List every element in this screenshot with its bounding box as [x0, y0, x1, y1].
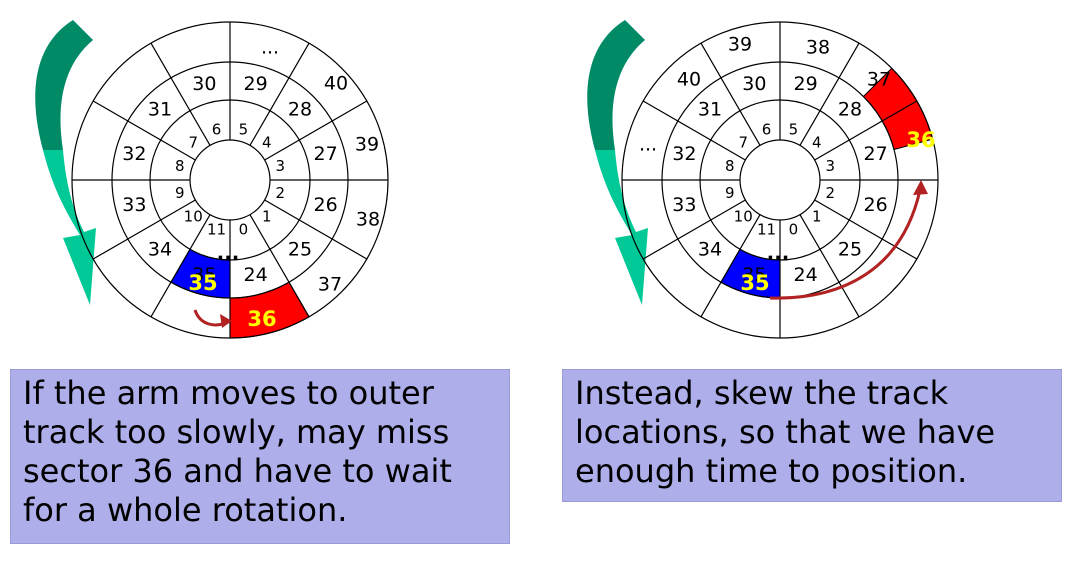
outer-sector-label: 37: [318, 274, 342, 296]
inner-sector-label: 8: [725, 157, 735, 175]
middle-sector-label: 26: [314, 194, 338, 216]
middle-sector-label: 31: [148, 98, 172, 120]
middle-sector-label: 27: [864, 143, 888, 165]
transfer-arrowhead: [220, 314, 232, 328]
inner-sector-label: 5: [239, 120, 249, 138]
inner-sector-label: 4: [812, 134, 822, 152]
sector-36-label: 36: [247, 307, 276, 331]
sector-spoke: [150, 42, 211, 146]
left-caption-line: for a whole rotation.: [23, 491, 348, 529]
middle-sector-label: 27: [314, 143, 338, 165]
inner-sector-label: 9: [175, 184, 185, 202]
middle-sector-label: 32: [122, 143, 146, 165]
right-caption-line: enough time to position.: [575, 452, 968, 490]
inner-sector-label: 11: [757, 221, 776, 239]
sector-spoke: [92, 100, 196, 161]
transfer-arrow: [769, 189, 922, 300]
inner-sector-label: 7: [738, 134, 748, 152]
left-caption-box: If the arm moves to outer track too slow…: [10, 369, 510, 544]
sector-36-label: 36: [906, 128, 935, 152]
rotation-arrow-bottom: [43, 150, 96, 305]
sector-spoke: [249, 42, 310, 146]
sector-spoke: [642, 199, 746, 260]
middle-sector-label: 24: [794, 264, 818, 286]
left-caption-line: sector 36 and have to wait: [23, 452, 452, 490]
rotation-arrow-bottom: [595, 150, 648, 305]
inner-sector-label: 11: [207, 221, 226, 239]
inner-sector-label: 4: [262, 134, 272, 152]
middle-sector-label: 30: [192, 73, 216, 95]
right-disk-diagram: 01234567891011242526272829303132333435..…: [587, 20, 939, 339]
middle-sector-label: 30: [742, 73, 766, 95]
middle-sector-label: 34: [148, 239, 172, 261]
sector-spoke: [700, 42, 761, 146]
gap-ellipsis: ...: [767, 241, 790, 265]
sector-spoke: [814, 100, 918, 161]
sector-35-label: 35: [188, 271, 217, 295]
middle-sector-label: 25: [838, 239, 862, 261]
sector-spoke: [700, 214, 761, 318]
outer-sector-label: 40: [324, 73, 348, 95]
inner-sector-label: 3: [825, 157, 835, 175]
middle-sector-label: 33: [122, 194, 146, 216]
middle-sector-label: 28: [838, 98, 862, 120]
middle-sector-label: 29: [794, 73, 818, 95]
outer-sector-label: 38: [806, 37, 830, 59]
transfer-arrowhead: [913, 180, 928, 195]
inner-sector-label: 6: [212, 120, 222, 138]
right-caption-box: Instead, skew the track locations, so th…: [562, 369, 1062, 502]
outer-sector-label: 39: [728, 34, 752, 56]
middle-sector-label: 28: [288, 98, 312, 120]
inner-sector-label: 5: [789, 120, 799, 138]
inner-sector-label: 9: [725, 184, 735, 202]
middle-sector-label: 24: [244, 264, 268, 286]
sector-35-label: 35: [740, 271, 769, 295]
outer-sector-label: 40: [677, 69, 701, 91]
sector-spoke: [814, 199, 918, 260]
outer-sector-label: ...: [261, 37, 279, 59]
middle-sector-label: 35: [192, 264, 216, 286]
inner-sector-label: 0: [789, 221, 799, 239]
outer-sector-label: 37: [867, 69, 891, 91]
right-caption-line: Instead, skew the track: [575, 374, 949, 412]
inner-sector-label: 7: [188, 134, 198, 152]
sector-spoke: [642, 100, 746, 161]
rotation-arrow-top: [35, 20, 93, 150]
sector-spoke: [799, 42, 860, 146]
left-caption-line: track too slowly, may miss: [23, 413, 450, 451]
middle-sector-label: 25: [288, 239, 312, 261]
outer-sector-label: 38: [356, 209, 380, 231]
inner-sector-label: 2: [825, 184, 835, 202]
inner-sector-label: 8: [175, 157, 185, 175]
inner-sector-label: 10: [184, 207, 203, 225]
rotation-arrow-top: [587, 20, 645, 150]
sector-spoke: [264, 100, 368, 161]
inner-sector-label: 2: [275, 184, 285, 202]
left-caption-line: If the arm moves to outer: [23, 374, 434, 412]
right-caption-line: locations, so that we have: [575, 413, 996, 451]
inner-sector-label: 3: [275, 157, 285, 175]
inner-sector-label: 1: [812, 207, 822, 225]
middle-sector-label: 31: [698, 98, 722, 120]
middle-sector-label: 29: [244, 73, 268, 95]
sector-spoke: [264, 199, 368, 260]
gap-ellipsis: ...: [217, 241, 240, 265]
inner-sector-label: 1: [262, 207, 272, 225]
left-disk-diagram: 01234567891011242526272829303132333435..…: [35, 20, 389, 339]
sector-spoke: [249, 214, 310, 318]
sector-spoke: [150, 214, 211, 318]
outer-sector-label: 39: [355, 134, 379, 156]
outer-sector-label: ...: [639, 134, 657, 156]
middle-sector-label: 35: [742, 264, 766, 286]
sector-spoke: [799, 214, 860, 318]
middle-sector-label: 33: [672, 194, 696, 216]
inner-sector-label: 0: [239, 221, 249, 239]
inner-sector-label: 10: [734, 207, 753, 225]
middle-sector-label: 32: [672, 143, 696, 165]
sector-spoke: [92, 199, 196, 260]
middle-sector-label: 34: [698, 239, 722, 261]
inner-sector-label: 6: [762, 120, 772, 138]
middle-sector-label: 26: [864, 194, 888, 216]
